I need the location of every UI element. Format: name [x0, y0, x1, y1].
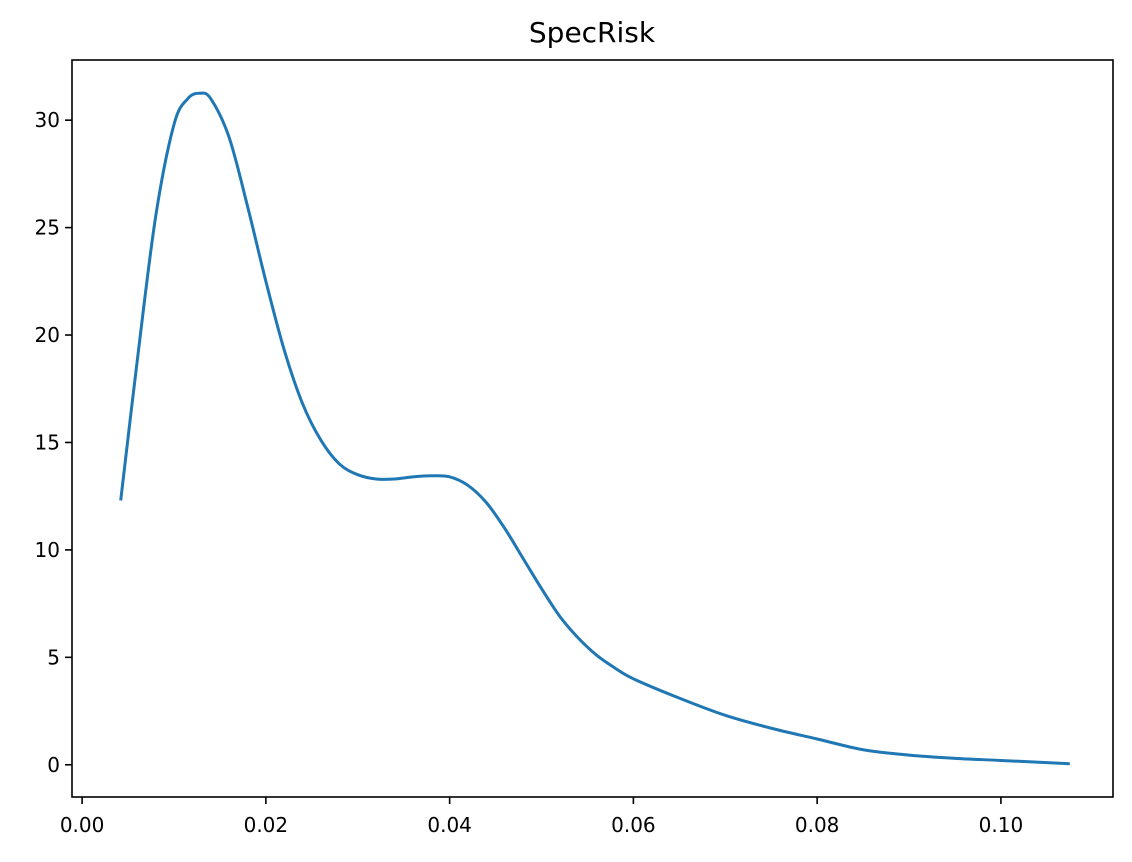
series-line-0: [119, 91, 1070, 766]
y-tick-label: 5: [47, 645, 60, 669]
y-tick-label: 0: [47, 753, 60, 777]
x-tick-label: 0.10: [979, 813, 1024, 837]
y-tick-label: 25: [35, 216, 60, 240]
x-tick-label: 0.04: [427, 813, 472, 837]
chart-title: SpecRisk: [529, 16, 656, 49]
plot-frame: [71, 59, 1114, 798]
y-tick-label: 30: [35, 108, 60, 132]
x-tick-label: 0.02: [244, 813, 289, 837]
y-tick-label: 10: [35, 538, 60, 562]
x-tick-label: 0.00: [60, 813, 105, 837]
plot-area: [119, 91, 1070, 766]
x-axis: 0.00 0.02 0.04 0.06 0.08 0.10: [60, 797, 1023, 837]
y-axis: 0 5 10 15 20 25 30: [35, 108, 72, 777]
x-tick-label: 0.08: [795, 813, 840, 837]
y-tick-label: 20: [35, 323, 60, 347]
x-tick-label: 0.06: [611, 813, 656, 837]
y-tick-label: 15: [35, 430, 60, 454]
